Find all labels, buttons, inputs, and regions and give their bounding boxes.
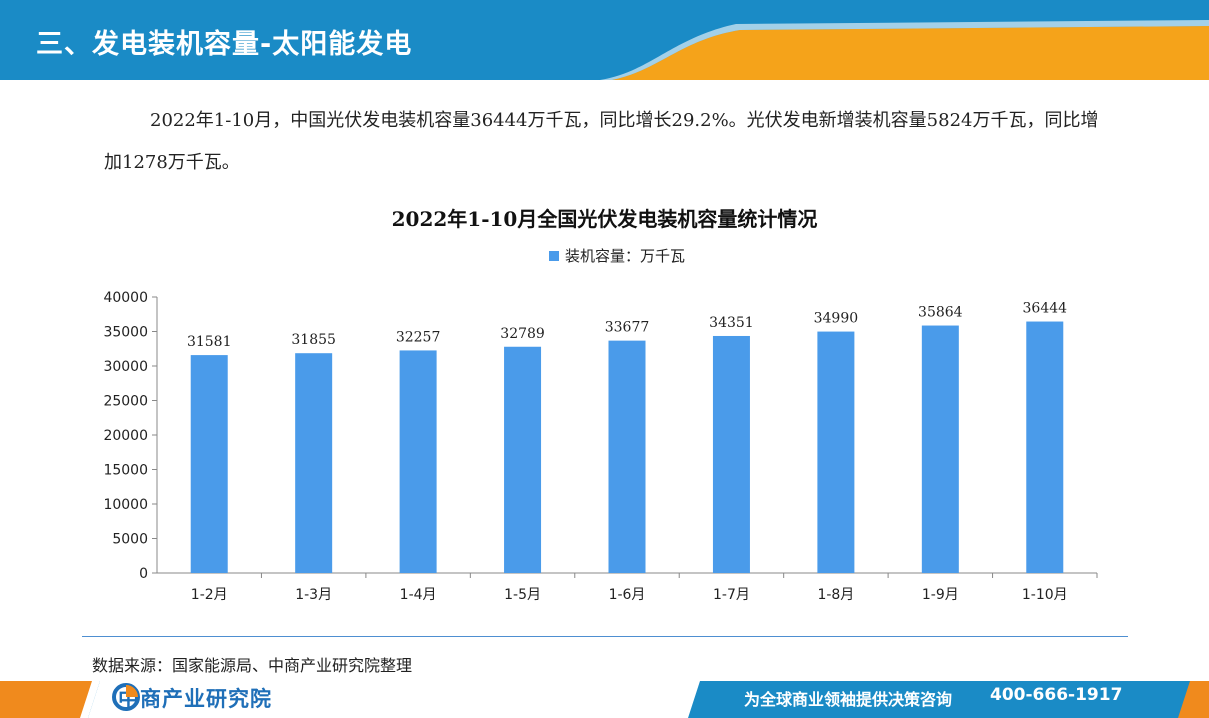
bar [921, 325, 959, 573]
x-tick-label: 1-10月 [1022, 587, 1068, 603]
footer-logo-text: 中商产业研究院 [118, 687, 272, 711]
footer-logo: 中商产业研究院 [112, 683, 272, 713]
footer-background [0, 681, 1209, 718]
bar [504, 346, 542, 573]
bar-chart: 0 5000 10000 15000 20000 25000 30000 35000 40000… [103, 290, 1098, 603]
chart-title: 2022年1-10月全国光伏发电装机容量统计情况 [391, 207, 818, 231]
x-tick-label: 1-9月 [922, 587, 959, 603]
y-tick-label: 0 [139, 566, 148, 582]
data-label: 32257 [396, 329, 441, 345]
y-tick-label: 35000 [103, 325, 148, 341]
bar [295, 353, 333, 573]
y-tick-label: 30000 [103, 359, 148, 375]
data-label: 31581 [187, 334, 232, 350]
x-tick-label: 1-4月 [400, 587, 437, 603]
data-label: 35864 [918, 305, 963, 321]
header-wave-highlight [600, 20, 1209, 80]
data-label: 36444 [1023, 301, 1068, 317]
footer-white-panel [88, 681, 700, 718]
y-tick-label: 10000 [103, 497, 148, 513]
x-tick-label: 1-3月 [295, 587, 332, 603]
footer-slogan: 为全球商业领袖提供决策咨询 [744, 690, 953, 709]
page-title: 三、发电装机容量-太阳能发电 [36, 29, 413, 60]
y-tick-label: 40000 [103, 290, 148, 306]
data-label: 34351 [709, 315, 754, 331]
summary-paragraph: 2022年1-10月，中国光伏发电装机容量36444万千瓦，同比增长29.2%。… [104, 110, 1099, 173]
chart-legend: 装机容量：万千瓦 [549, 245, 685, 266]
header-background [0, 0, 1209, 80]
x-tick-label: 1-5月 [504, 587, 541, 603]
bar [712, 335, 750, 573]
data-source: 数据来源：国家能源局、中商产业研究院整理 [92, 656, 413, 675]
y-tick-label: 25000 [103, 394, 148, 410]
x-tick-label: 1-2月 [191, 587, 228, 603]
data-label: 32789 [500, 326, 545, 342]
y-tick-label: 20000 [103, 428, 148, 444]
data-label: 33677 [605, 320, 650, 336]
legend-label: 装机容量：万千瓦 [565, 247, 686, 265]
bar [608, 340, 646, 573]
footer-orange-stripe [0, 681, 92, 718]
y-tick-label: 5000 [112, 532, 148, 548]
legend-swatch [549, 250, 559, 261]
header-banner: 三、发电装机容量-太阳能发电 [0, 0, 1209, 80]
source-divider [82, 636, 1128, 637]
data-label: 34990 [814, 311, 859, 327]
footer-right-accent [1178, 681, 1209, 718]
chart-container: 2022年1-10月全国光伏发电装机容量统计情况 装机容量：万千瓦 0 5000 1… [0, 195, 1209, 615]
company-logo-icon [112, 683, 140, 711]
bar [817, 331, 855, 573]
footer-bar: 中商产业研究院 为全球商业领袖提供决策咨询 400-666-1917 [0, 681, 1209, 718]
bar [190, 355, 228, 573]
x-tick-label: 1-8月 [817, 587, 854, 603]
bar [399, 350, 437, 573]
x-tick-label: 1-6月 [609, 587, 646, 603]
x-tick-label: 1-7月 [713, 587, 750, 603]
data-label: 31855 [291, 332, 336, 348]
bar [1026, 321, 1064, 573]
footer-phone: 400-666-1917 [990, 685, 1123, 705]
header-orange-wave [612, 26, 1209, 80]
y-tick-label: 15000 [103, 463, 148, 479]
